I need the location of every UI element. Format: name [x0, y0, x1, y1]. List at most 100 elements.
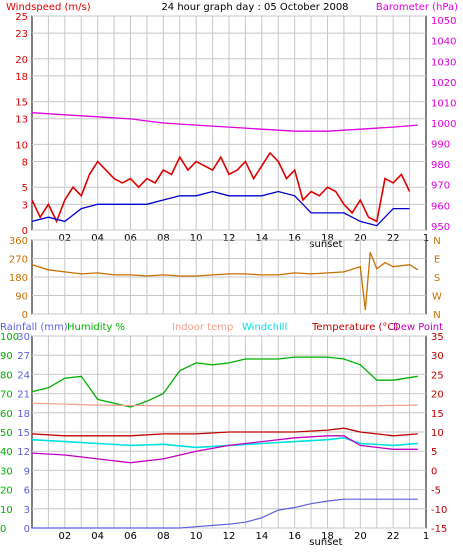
- temp-x-tick-label: 14: [255, 531, 268, 542]
- humidity-tick-label: 50: [0, 428, 13, 439]
- wind-x-tick-label: 1: [423, 233, 429, 244]
- wind-x-tick-label: 06: [124, 233, 137, 244]
- wind-x-tick-label: 02: [58, 233, 71, 244]
- temperature-tick-label: -5: [431, 486, 441, 497]
- wind-x-tick-label: 04: [91, 233, 104, 244]
- barometer-tick-label: 980: [431, 160, 450, 171]
- temp-x-tick-label: 22: [387, 531, 400, 542]
- humidity-tick-label: 100: [0, 332, 19, 343]
- temperature-tick-label: -10: [431, 505, 447, 516]
- rainfall-tick-label: 27: [17, 351, 30, 362]
- rainfall-tick-label: 24: [17, 370, 30, 381]
- indoor-legend: Indoor temp: [172, 322, 233, 333]
- windchill-legend: Windchill: [242, 322, 287, 333]
- rainfall-tick-label: 6: [24, 486, 30, 497]
- temperature-tick-label: 25: [431, 370, 444, 381]
- humidity-tick-label: 40: [0, 447, 13, 458]
- direction-tick-label: 360: [9, 236, 28, 247]
- temperature-tick-label: 0: [431, 466, 437, 477]
- temp-x-tick-label: 10: [190, 531, 203, 542]
- humidity-series: [31, 356, 418, 408]
- direction-tick-label: 270: [9, 255, 28, 266]
- barometer-tick-label: 960: [431, 201, 450, 212]
- temp-x-tick-label: 1: [423, 531, 429, 542]
- rainfall-tick-label: 12: [17, 447, 30, 458]
- wind-x-tick-label: 08: [157, 233, 170, 244]
- temperature-series: [31, 427, 418, 437]
- temp-x-tick-label: 16: [288, 531, 301, 542]
- windspeed-tick-label: 23: [15, 29, 28, 40]
- temp-x-tick-label: 04: [91, 531, 104, 542]
- barometer-axis-title: Barometer (hPa): [376, 2, 458, 13]
- direction-tick-label: 180: [9, 273, 28, 284]
- windspeed-tick-label: 15: [15, 98, 28, 109]
- barometer-tick-label: 1030: [431, 57, 456, 68]
- barometer-tick-label: 990: [431, 140, 450, 151]
- temperature-legend: Temperature (°C): [311, 322, 398, 333]
- rainfall-tick-label: 30: [17, 332, 30, 343]
- direction-tick-label: 0: [22, 310, 28, 321]
- temperature-tick-label: 5: [431, 447, 437, 458]
- humidity-tick-label: 0: [0, 524, 6, 535]
- windchill-series: [31, 436, 418, 449]
- humidity-legend: Humidity %: [67, 322, 125, 333]
- dewpoint-series: [31, 435, 418, 464]
- barometer-tick-label: 1010: [431, 98, 456, 109]
- temperature-tick-label: 20: [431, 390, 444, 401]
- rainfall-tick-label: 15: [17, 428, 30, 439]
- wind-x-tick-label: 22: [387, 233, 400, 244]
- rainfall-tick-label: 3: [24, 505, 30, 516]
- humidity-tick-label: 10: [0, 505, 13, 516]
- windspeed-tick-label: 0: [22, 226, 28, 237]
- compass-label: N: [433, 236, 440, 247]
- barometer-series: [31, 112, 418, 132]
- windspeed-tick-label: 20: [15, 55, 28, 66]
- humidity-tick-label: 30: [0, 466, 13, 477]
- temp-x-tick-label: 06: [124, 531, 137, 542]
- windspeed-tick-label: 25: [15, 12, 28, 23]
- wind-x-tick-label: 14: [255, 233, 268, 244]
- windspeed-tick-label: 8: [22, 158, 28, 169]
- barometer-tick-label: 1050: [431, 16, 456, 27]
- windspeed-series: [31, 151, 411, 224]
- dewpoint-legend: Dew Point: [393, 322, 443, 333]
- humidity-tick-label: 80: [0, 370, 13, 381]
- compass-label: E: [434, 255, 440, 266]
- barometer-tick-label: 1020: [431, 78, 456, 89]
- rainfall-tick-label: 21: [17, 390, 30, 401]
- barometer-tick-label: 970: [431, 181, 450, 192]
- temp-x-tick-label: 18: [321, 531, 334, 542]
- rainfall-series: [32, 498, 418, 529]
- wind-sunset-label: sunset: [309, 239, 342, 250]
- barometer-tick-label: 1000: [431, 119, 456, 130]
- rainfall-tick-label: 0: [24, 524, 30, 535]
- rainfall-legend: Rainfall (mm): [0, 322, 68, 333]
- wind-direction-series: [31, 252, 419, 310]
- temp-x-tick-label: 20: [354, 531, 367, 542]
- temp-x-tick-label: 02: [58, 531, 71, 542]
- windspeed-tick-label: 5: [22, 183, 28, 194]
- compass-label: S: [434, 273, 440, 284]
- temperature-tick-label: 30: [431, 351, 444, 362]
- chart-title: 24 hour graph day : 05 October 2008: [161, 2, 348, 13]
- windspeed-tick-label: 3: [22, 200, 28, 211]
- windspeed-tick-label: 18: [15, 72, 28, 83]
- temp-x-tick-label: 08: [157, 531, 170, 542]
- humidity-tick-label: 20: [0, 486, 13, 497]
- temperature-tick-label: 10: [431, 428, 444, 439]
- temp-x-tick-label: 12: [223, 531, 236, 542]
- temperature-tick-label: 35: [431, 332, 444, 343]
- wind-x-tick-label: 12: [223, 233, 236, 244]
- indoor-temp-series: [31, 402, 418, 407]
- barometer-tick-label: 1040: [431, 37, 456, 48]
- barometer-tick-label: 950: [431, 222, 450, 233]
- windspeed-axis-title: Windspeed (m/s): [6, 2, 91, 13]
- windspeed-tick-label: 10: [15, 140, 28, 151]
- temperature-tick-label: -15: [431, 524, 447, 535]
- rainfall-tick-label: 9: [24, 466, 30, 477]
- temp-sunset-label: sunset: [309, 537, 342, 548]
- humidity-tick-label: 60: [0, 409, 13, 420]
- wind-x-tick-label: 20: [354, 233, 367, 244]
- rainfall-tick-label: 18: [17, 409, 30, 420]
